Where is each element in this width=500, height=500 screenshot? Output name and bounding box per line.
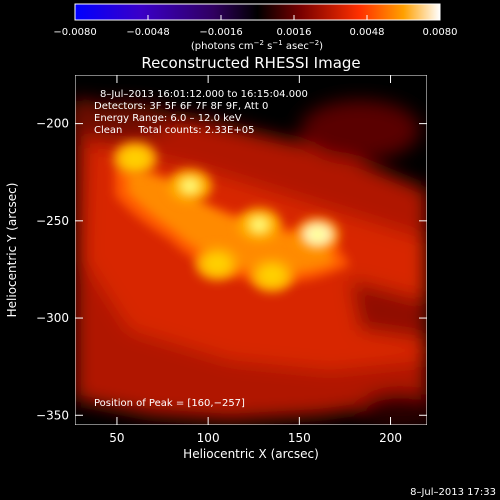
x-tick-label: 150 bbox=[288, 431, 311, 445]
plot-area bbox=[75, 75, 427, 425]
x-tick-label: 50 bbox=[109, 431, 124, 445]
y-tick-label: −350 bbox=[36, 408, 69, 422]
source-core bbox=[258, 265, 285, 286]
colorbar-tick-label: 0.0016 bbox=[277, 27, 312, 38]
annotation-energy: Energy Range: 6.0 – 12.0 keV bbox=[94, 113, 242, 124]
source-peak bbox=[182, 179, 197, 192]
colorbar-tick-label: −0.0080 bbox=[53, 27, 96, 38]
source-peak bbox=[252, 218, 267, 231]
source-peak bbox=[310, 228, 325, 241]
colorbar-tick-label: −0.0016 bbox=[199, 27, 242, 38]
y-tick-label: −250 bbox=[36, 214, 69, 228]
source-core bbox=[204, 253, 231, 274]
footer-timestamp: 8–Jul–2013 17:33 bbox=[410, 487, 496, 498]
y-axis-label: Heliocentric Y (arcsec) bbox=[5, 183, 19, 318]
x-tick-label: 200 bbox=[379, 431, 402, 445]
colorbar-tick-label: −0.0048 bbox=[126, 27, 169, 38]
source-core bbox=[122, 148, 149, 169]
y-tick-label: −300 bbox=[36, 311, 69, 325]
colorbar bbox=[74, 3, 441, 21]
x-tick-label: 100 bbox=[197, 431, 220, 445]
annotation-counts: Clean Total counts: 2.33E+05 bbox=[94, 125, 254, 136]
annotations: 8–Jul–2013 16:01:12.000 to 16:15:04.000 … bbox=[94, 89, 308, 409]
x-axis-label: Heliocentric X (arcsec) bbox=[183, 447, 319, 461]
colorbar-tick-label: 0.0048 bbox=[350, 27, 385, 38]
y-tick-label: −200 bbox=[36, 117, 69, 131]
y-axis-ticks: −200 −250 −300 −350 bbox=[36, 117, 427, 422]
peak-label: Position of Peak = [160,−257] bbox=[94, 398, 245, 409]
annotation-time: 8–Jul–2013 16:01:12.000 to 16:15:04.000 bbox=[100, 89, 308, 100]
annotation-detectors: Detectors: 3F 5F 6F 7F 8F 9F, Att 0 bbox=[94, 101, 268, 112]
chart-title: Reconstructed RHESSI Image bbox=[141, 54, 360, 72]
colorbar-unit: (photons cm−2 s−1 asec−2) bbox=[191, 39, 323, 52]
colorbar-ticks: −0.0080 −0.0048 −0.0016 0.0016 0.0048 0.0080 bbox=[53, 15, 458, 38]
x-axis-ticks: 50 100 150 200 bbox=[109, 75, 402, 445]
colorbar-tick-label: 0.0080 bbox=[423, 27, 458, 38]
